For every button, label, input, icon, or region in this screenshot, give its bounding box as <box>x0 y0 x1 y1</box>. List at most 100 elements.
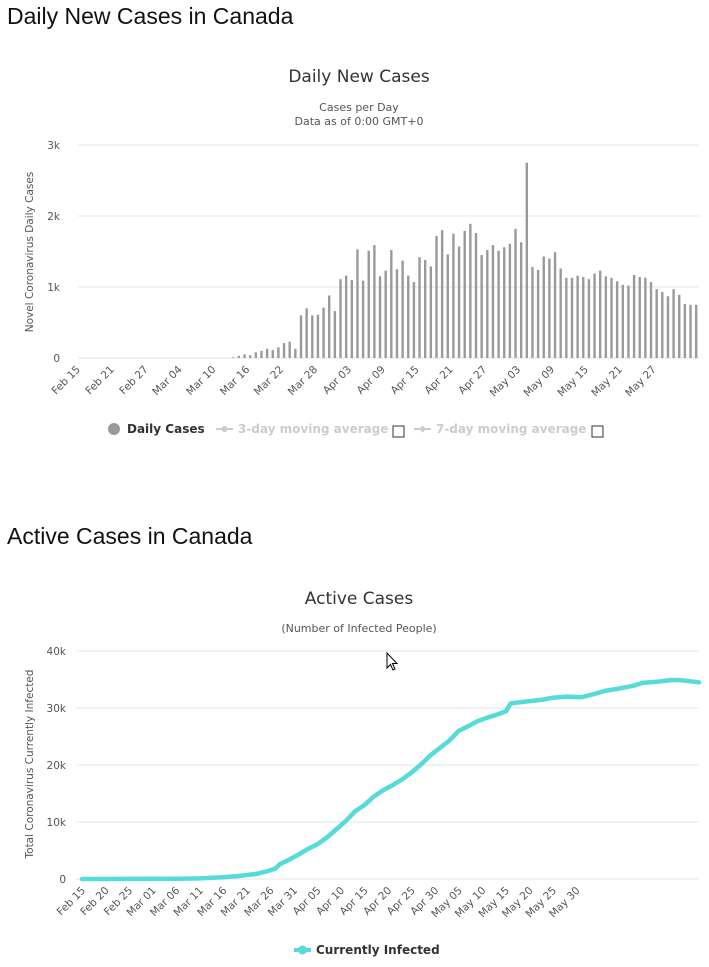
bar[interactable] <box>525 162 528 358</box>
bar[interactable] <box>610 277 613 358</box>
bar[interactable] <box>356 249 359 358</box>
bar[interactable] <box>463 230 466 358</box>
bar[interactable] <box>655 289 658 358</box>
bar[interactable] <box>407 275 410 358</box>
bar[interactable] <box>316 314 320 358</box>
y-tick-label: 30k <box>47 703 67 715</box>
bar[interactable] <box>678 294 681 358</box>
bar[interactable] <box>418 257 421 358</box>
bar[interactable] <box>435 235 438 358</box>
bar[interactable] <box>689 304 692 358</box>
bar[interactable] <box>412 282 416 358</box>
bar[interactable] <box>344 275 348 358</box>
bar[interactable] <box>694 304 698 358</box>
bar[interactable] <box>474 233 478 358</box>
legend-item-currently-infected[interactable]: Currently Infected <box>294 943 440 957</box>
bar[interactable] <box>457 246 461 358</box>
bar[interactable] <box>232 357 235 358</box>
bar[interactable] <box>666 296 670 358</box>
bar[interactable] <box>299 315 303 358</box>
bar[interactable] <box>294 348 297 358</box>
bar[interactable] <box>593 273 596 358</box>
bar[interactable] <box>548 258 551 358</box>
bar[interactable] <box>542 256 545 358</box>
bar[interactable] <box>587 279 591 358</box>
bar[interactable] <box>536 269 540 358</box>
bar[interactable] <box>254 352 258 358</box>
bar[interactable] <box>243 354 246 358</box>
bar[interactable] <box>632 274 636 358</box>
legend-item-daily-cases[interactable]: Daily Cases <box>108 422 205 436</box>
bar[interactable] <box>424 260 427 358</box>
bar[interactable] <box>661 291 664 358</box>
bar[interactable] <box>277 347 280 358</box>
bar[interactable] <box>604 276 608 358</box>
y-tick-label: 0 <box>53 353 60 365</box>
legend-label: 3-day moving average <box>238 422 388 436</box>
bar[interactable] <box>282 343 286 358</box>
bar[interactable] <box>570 277 574 358</box>
bar[interactable] <box>519 242 523 358</box>
bar[interactable] <box>378 276 382 358</box>
bar[interactable] <box>553 252 557 358</box>
bar[interactable] <box>401 260 404 358</box>
bar[interactable] <box>491 245 495 358</box>
checkbox-7-day[interactable] <box>591 425 604 438</box>
y-tick-label: 2k <box>47 211 61 223</box>
bar[interactable] <box>373 245 376 358</box>
bar[interactable] <box>497 250 500 358</box>
bar[interactable] <box>271 350 274 358</box>
bar[interactable] <box>288 341 291 358</box>
gridlines: 0 10k 20k 30k 40k <box>47 646 699 886</box>
bar[interactable] <box>237 355 241 358</box>
currently-infected-line[interactable] <box>79 677 702 882</box>
bar[interactable] <box>627 285 630 358</box>
bar[interactable] <box>333 311 337 358</box>
bar[interactable] <box>305 308 308 358</box>
bar[interactable] <box>328 295 331 358</box>
bar[interactable] <box>384 270 387 358</box>
bar[interactable] <box>311 315 314 358</box>
bar[interactable] <box>514 228 517 358</box>
bar[interactable] <box>367 250 370 358</box>
bar[interactable] <box>350 279 353 358</box>
bar[interactable] <box>582 277 585 358</box>
circle-icon <box>108 423 120 435</box>
bar[interactable] <box>576 275 579 358</box>
bar[interactable] <box>559 268 562 358</box>
legend-item-7-day-average[interactable]: 7-day moving average <box>414 422 586 436</box>
bar[interactable] <box>395 269 399 358</box>
bar[interactable] <box>480 255 483 358</box>
chart-subtitle: Cases per Day <box>319 101 399 114</box>
bar[interactable] <box>565 277 568 358</box>
bar[interactable] <box>249 355 252 358</box>
bar[interactable] <box>429 266 433 358</box>
bar[interactable] <box>452 233 455 358</box>
y-axis-label: Novel Coronavirus Daily Cases <box>24 172 36 333</box>
bar[interactable] <box>683 304 687 358</box>
bar[interactable] <box>469 223 472 358</box>
bar[interactable] <box>615 281 619 358</box>
bar[interactable] <box>486 250 489 358</box>
bar[interactable] <box>644 277 647 358</box>
bar[interactable] <box>265 348 269 358</box>
bar[interactable] <box>508 243 512 358</box>
bar[interactable] <box>339 279 342 358</box>
bar[interactable] <box>440 230 444 358</box>
bar[interactable] <box>672 289 675 358</box>
checkbox-3-day[interactable] <box>392 425 405 438</box>
bar[interactable] <box>260 350 263 358</box>
diamond-icon <box>419 425 426 433</box>
bar[interactable] <box>531 267 534 358</box>
bar[interactable] <box>361 280 365 358</box>
bar[interactable] <box>599 270 602 358</box>
bar[interactable] <box>649 282 653 358</box>
bar[interactable] <box>322 307 325 358</box>
bar[interactable] <box>503 247 506 358</box>
bar[interactable] <box>390 250 393 358</box>
bar[interactable] <box>446 254 449 358</box>
bar[interactable] <box>638 277 641 358</box>
legend-item-3-day-average[interactable]: 3-day moving average <box>216 422 388 436</box>
bar[interactable] <box>621 284 624 358</box>
